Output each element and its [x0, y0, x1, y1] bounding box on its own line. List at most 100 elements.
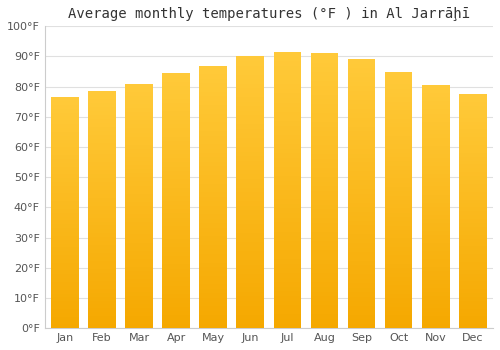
- Bar: [200, 79, 227, 83]
- Bar: [422, 280, 450, 284]
- Bar: [126, 145, 153, 149]
- Bar: [88, 158, 116, 162]
- Bar: [384, 123, 412, 127]
- Bar: [310, 182, 338, 186]
- Bar: [422, 126, 450, 130]
- Bar: [274, 204, 301, 209]
- Bar: [200, 219, 227, 223]
- Bar: [459, 203, 486, 207]
- Bar: [422, 198, 450, 203]
- Bar: [348, 185, 376, 189]
- Bar: [384, 140, 412, 144]
- Bar: [88, 304, 116, 308]
- Bar: [348, 221, 376, 225]
- Bar: [126, 128, 153, 133]
- Bar: [348, 73, 376, 77]
- Bar: [162, 137, 190, 141]
- Bar: [236, 319, 264, 324]
- Bar: [422, 227, 450, 231]
- Bar: [88, 135, 116, 139]
- Bar: [422, 251, 450, 255]
- Bar: [310, 108, 338, 113]
- Bar: [384, 157, 412, 161]
- Bar: [348, 113, 376, 118]
- Bar: [236, 88, 264, 93]
- Bar: [51, 317, 79, 321]
- Bar: [88, 186, 116, 190]
- Bar: [88, 119, 116, 123]
- Bar: [348, 194, 376, 198]
- Bar: [88, 241, 116, 245]
- Bar: [88, 277, 116, 281]
- Bar: [459, 231, 486, 234]
- Bar: [384, 294, 412, 298]
- Bar: [310, 154, 338, 159]
- Bar: [348, 274, 376, 279]
- Bar: [200, 302, 227, 306]
- Bar: [236, 84, 264, 88]
- Bar: [459, 141, 486, 145]
- Bar: [51, 105, 79, 109]
- Bar: [126, 136, 153, 141]
- Bar: [422, 292, 450, 296]
- Bar: [348, 310, 376, 315]
- Bar: [200, 118, 227, 122]
- Bar: [88, 214, 116, 218]
- Bar: [162, 209, 190, 214]
- Bar: [348, 176, 376, 180]
- Bar: [384, 264, 412, 268]
- Bar: [126, 149, 153, 153]
- Bar: [384, 136, 412, 140]
- Bar: [88, 178, 116, 182]
- Bar: [162, 201, 190, 205]
- Bar: [88, 210, 116, 214]
- Bar: [88, 162, 116, 166]
- Bar: [459, 227, 486, 231]
- Bar: [126, 120, 153, 124]
- Bar: [348, 91, 376, 95]
- Bar: [162, 290, 190, 294]
- Bar: [274, 268, 301, 273]
- Bar: [51, 205, 79, 209]
- Bar: [88, 301, 116, 304]
- Bar: [274, 135, 301, 139]
- Bar: [310, 209, 338, 214]
- Bar: [200, 254, 227, 258]
- Bar: [310, 177, 338, 182]
- Bar: [236, 210, 264, 215]
- Bar: [310, 191, 338, 195]
- Bar: [236, 183, 264, 188]
- Bar: [274, 89, 301, 93]
- Bar: [459, 285, 486, 289]
- Bar: [126, 218, 153, 222]
- Bar: [162, 243, 190, 247]
- Bar: [310, 149, 338, 154]
- Bar: [384, 268, 412, 273]
- Bar: [310, 131, 338, 136]
- Bar: [310, 54, 338, 58]
- Bar: [459, 137, 486, 141]
- Bar: [384, 114, 412, 119]
- Bar: [348, 82, 376, 86]
- Bar: [384, 110, 412, 114]
- Bar: [348, 292, 376, 297]
- Bar: [310, 241, 338, 246]
- Bar: [310, 324, 338, 328]
- Bar: [274, 52, 301, 57]
- Bar: [162, 128, 190, 133]
- Bar: [51, 120, 79, 124]
- Bar: [348, 297, 376, 301]
- Bar: [88, 316, 116, 320]
- Bar: [126, 251, 153, 255]
- Bar: [274, 66, 301, 70]
- Bar: [422, 102, 450, 105]
- Bar: [422, 206, 450, 211]
- Bar: [422, 142, 450, 146]
- Bar: [200, 320, 227, 324]
- Bar: [422, 166, 450, 170]
- Bar: [162, 103, 190, 107]
- Bar: [348, 279, 376, 284]
- Bar: [200, 324, 227, 328]
- Bar: [459, 207, 486, 211]
- Bar: [236, 165, 264, 170]
